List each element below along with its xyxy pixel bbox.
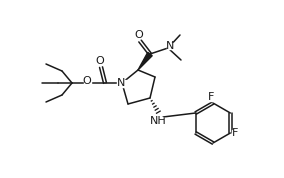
Bar bbox=[208, 95, 214, 101]
Bar bbox=[116, 80, 126, 87]
Polygon shape bbox=[138, 52, 152, 70]
Text: N: N bbox=[166, 41, 174, 51]
Text: NH: NH bbox=[150, 116, 166, 126]
Text: N: N bbox=[117, 78, 125, 88]
Bar bbox=[135, 32, 143, 38]
Bar bbox=[97, 59, 103, 65]
Bar bbox=[232, 130, 239, 136]
Text: O: O bbox=[96, 56, 105, 66]
Text: O: O bbox=[83, 76, 91, 86]
Text: F: F bbox=[208, 92, 214, 102]
Bar bbox=[166, 43, 174, 49]
Bar bbox=[83, 78, 91, 84]
Text: O: O bbox=[135, 30, 143, 40]
Text: F: F bbox=[232, 128, 239, 138]
Bar bbox=[152, 116, 164, 124]
